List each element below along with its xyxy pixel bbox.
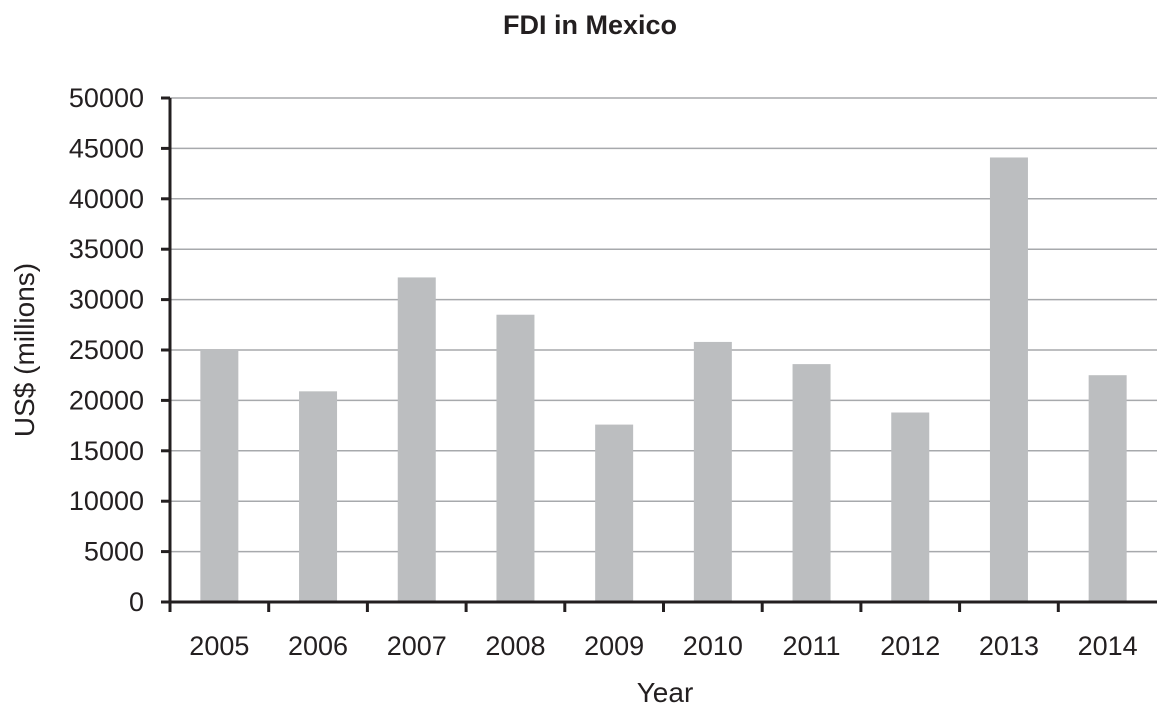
x-tick-label-2013: 2013 (979, 631, 1039, 661)
bar-2014 (1088, 375, 1127, 602)
x-tick-label-2007: 2007 (387, 631, 447, 661)
bar-2006 (299, 391, 338, 602)
y-tick-label-20000: 20000 (69, 385, 144, 415)
x-tick-label-2008: 2008 (485, 631, 545, 661)
x-tick-label-2012: 2012 (880, 631, 940, 661)
y-tick-label-10000: 10000 (69, 486, 144, 516)
y-tick-label-0: 0 (129, 587, 144, 617)
x-tick-label-2014: 2014 (1078, 631, 1138, 661)
y-tick-label-25000: 25000 (69, 335, 144, 365)
y-tick-label-35000: 35000 (69, 234, 144, 264)
y-tick-label-40000: 40000 (69, 184, 144, 214)
bar-2005 (200, 350, 239, 602)
bar-2011 (792, 364, 831, 602)
x-tick-label-2011: 2011 (783, 631, 841, 661)
bar-2009 (595, 424, 634, 602)
bar-2013 (989, 157, 1028, 603)
bar-2012 (891, 412, 930, 602)
axes (161, 96, 1157, 612)
x-tick-label-2005: 2005 (189, 631, 249, 661)
x-tick-labels: 2005 2006 2007 2008 2009 2010 2011 2012 2013 2014 (189, 631, 1137, 661)
x-tick-label-2006: 2006 (288, 631, 348, 661)
y-tick-label-5000: 5000 (84, 537, 144, 567)
x-tick-label-2010: 2010 (683, 631, 743, 661)
y-tick-label-50000: 50000 (69, 83, 144, 113)
bars (200, 157, 1127, 603)
chart-title: FDI in Mexico (503, 10, 677, 40)
x-tick-label-2009: 2009 (584, 631, 644, 661)
bar-2008 (496, 314, 535, 602)
y-tick-label-45000: 45000 (69, 133, 144, 163)
x-axis-label: Year (637, 677, 694, 708)
bar-2007 (397, 277, 436, 602)
y-tick-label-15000: 15000 (69, 436, 144, 466)
y-tick-labels: 0 5000 10000 15000 20000 25000 30000 35000 40000… (69, 83, 144, 617)
bar-2010 (693, 341, 732, 602)
y-axis-label: US$ (millions) (9, 263, 40, 437)
y-tick-label-30000: 30000 (69, 285, 144, 315)
